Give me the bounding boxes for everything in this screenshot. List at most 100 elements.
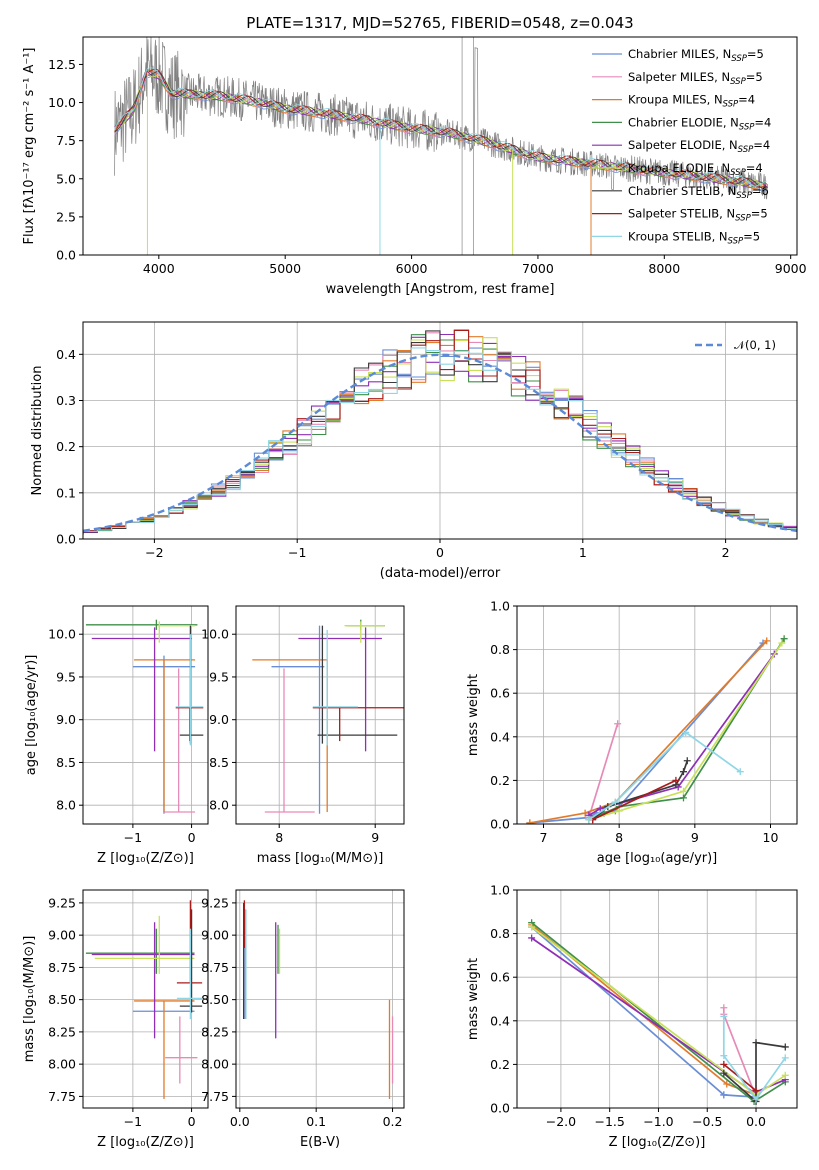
residual-histogram-plot-area	[83, 329, 797, 535]
age-vs-mass-plot-area	[252, 619, 404, 814]
mass-weight-marker	[611, 798, 619, 806]
x-tick-label: 8000	[648, 261, 680, 276]
mass-weight-series-line	[592, 760, 689, 821]
y-tick-label: 7.75	[201, 1089, 229, 1104]
mass-weight-series-line	[723, 1041, 786, 1104]
y-tick-label: 0.6	[490, 970, 510, 985]
mass-weight-marker	[585, 816, 593, 824]
mass-weight-marker	[679, 768, 687, 776]
x-tick-label: 1	[579, 545, 587, 560]
mass-vs-extinction-frame	[235, 889, 405, 1109]
mass-weight-series-line	[588, 723, 619, 818]
y-tick-label: 9.00	[48, 928, 76, 943]
x-axis-label: E(B-V)	[300, 1135, 340, 1150]
y-tick-label: 0.6	[490, 686, 510, 701]
mass-weight-marker	[679, 794, 687, 802]
x-tick-label: 0	[188, 830, 196, 845]
legend-entry: Chabrier ELODIE, NSSP=4	[628, 115, 771, 132]
y-tick-label: 0.4	[56, 347, 76, 362]
y-tick-label: 7.5	[56, 133, 76, 148]
x-axis-label: Z [log₁₀(Z/Z⊙)]	[609, 1135, 706, 1150]
y-tick-label: 0.2	[490, 1057, 510, 1072]
mass-weight-vs-metallicity-panel: −2.0 −1.5 −1.0 −0.5 0.0 0.0 0.2 0.4 0.6 0.8 1.0 Z […	[466, 883, 798, 1150]
residual-histogram-frame	[82, 321, 798, 540]
x-tick-label: −2	[145, 545, 163, 560]
mass-weight-vs-age-frame	[516, 605, 798, 825]
mass-weight-marker	[615, 807, 623, 815]
mass-weight-series-line	[588, 731, 741, 821]
x-tick-label: −1	[288, 545, 306, 560]
y-tick-label: 0.0	[490, 817, 510, 832]
spectrum-frame	[82, 36, 798, 256]
mass-weight-marker	[526, 819, 534, 824]
y-tick-label: 8.75	[48, 960, 76, 975]
y-tick-label: 9.0	[209, 712, 229, 727]
mass-weight-marker	[720, 1060, 728, 1068]
age-vs-metallicity-frame	[82, 605, 209, 825]
x-tick-label: −1	[124, 1114, 142, 1129]
y-tick-label: 1.0	[490, 599, 510, 614]
x-tick-label: 2	[722, 545, 730, 560]
y-tick-label: 9.00	[201, 928, 229, 943]
y-tick-label: 9.0	[56, 712, 76, 727]
mass-weight-marker	[752, 1087, 760, 1095]
mass-weight-marker	[778, 639, 786, 647]
y-axis-label: age [log₁₀(age/yr)]	[24, 655, 39, 776]
y-tick-label: 10.0	[48, 95, 76, 110]
x-tick-label: 0	[188, 1114, 196, 1129]
spectrum-panel: 4000 5000 6000 7000 8000 9000 0.0 2.5 5.0 7.5 10.0…	[22, 36, 807, 297]
y-tick-label: 8.5	[56, 755, 76, 770]
mass-vs-extinction-panel: 0.0 0.1 0.2 7.75 8.00 8.25 8.50 8.75 9.00 9.25 E(B…	[201, 889, 405, 1150]
mass-weight-marker	[596, 805, 604, 813]
mass-weight-marker	[781, 1054, 789, 1062]
y-tick-label: 10.0	[48, 627, 76, 642]
mass-weight-marker	[780, 635, 788, 643]
y-tick-label: 0.0	[56, 532, 76, 547]
mass-vs-extinction-plot-area	[242, 900, 394, 1099]
x-tick-label: 7000	[522, 261, 554, 276]
y-tick-label: 5.0	[56, 171, 76, 186]
y-tick-label: 8.25	[201, 1024, 229, 1039]
mass-vs-metallicity-panel: −1 0 7.75 8.00 8.25 8.50 8.75 9.00 9.25 Z [log₁₀(…	[22, 889, 209, 1150]
x-tick-label: 9	[371, 830, 379, 845]
y-tick-label: 0.0	[56, 248, 76, 263]
histogram-legend: 𝒩(0, 1)	[695, 338, 776, 352]
charts-container: 4000 5000 6000 7000 8000 90000.02.55.07.510.0…	[22, 36, 807, 1150]
residual-histogram-series	[83, 347, 797, 535]
x-axis-label: wavelength [Angstrom, rest frame]	[326, 282, 555, 297]
y-tick-label: 12.5	[48, 57, 76, 72]
x-tick-label: 0	[436, 545, 444, 560]
model-spectrum-line	[114, 70, 767, 190]
legend-entry: Chabrier STELIB, NSSP=6	[628, 184, 769, 201]
y-tick-label: 8.0	[209, 798, 229, 813]
y-axis-label: mass [log₁₀(M/M⊙)]	[22, 936, 37, 1063]
mass-weight-marker	[528, 934, 536, 942]
y-tick-label: 9.25	[48, 895, 76, 910]
age-vs-mass-panel: 8 9 8.0 8.5 9.0 9.5 10.0 mass [log₁₀(M/M⊙)]	[201, 605, 405, 866]
mass-weight-marker	[736, 768, 744, 776]
x-tick-label: 9000	[775, 261, 807, 276]
mass-vs-metallicity-plot-area	[85, 900, 203, 1099]
mass-weight-marker	[781, 1071, 789, 1079]
x-tick-label: 0.2	[383, 1114, 403, 1129]
x-tick-label: 8	[275, 830, 283, 845]
mass-weight-marker	[679, 787, 687, 795]
mass-weight-vs-age-panel: 7 8 9 10 0.0 0.2 0.4 0.6 0.8 1.0 age [log₁₀(age/yr…	[466, 599, 798, 866]
y-tick-label: 8.5	[209, 755, 229, 770]
x-tick-label: −1	[124, 830, 142, 845]
y-axis-label: Flux [fλ10⁻¹⁷ erg cm⁻² s⁻¹ A⁻¹]	[22, 48, 37, 245]
y-tick-label: 0.0	[490, 1101, 510, 1116]
y-tick-label: 8.00	[201, 1057, 229, 1072]
x-tick-label: 9	[691, 830, 699, 845]
y-tick-label: 2.5	[56, 209, 76, 224]
y-tick-label: 8.75	[201, 960, 229, 975]
y-tick-label: 9.25	[201, 895, 229, 910]
legend-entry: Chabrier MILES, NSSP=5	[628, 47, 764, 64]
legend-entry: Kroupa STELIB, NSSP=5	[628, 229, 760, 246]
x-axis-label: age [log₁₀(age/yr)]	[597, 851, 718, 866]
legend-entry: Salpeter MILES, NSSP=5	[628, 70, 763, 87]
y-tick-label: 7.75	[48, 1089, 76, 1104]
model-spectrum-line	[114, 67, 767, 187]
x-tick-label: −2.0	[546, 1114, 576, 1129]
mass-weight-marker	[683, 757, 691, 765]
